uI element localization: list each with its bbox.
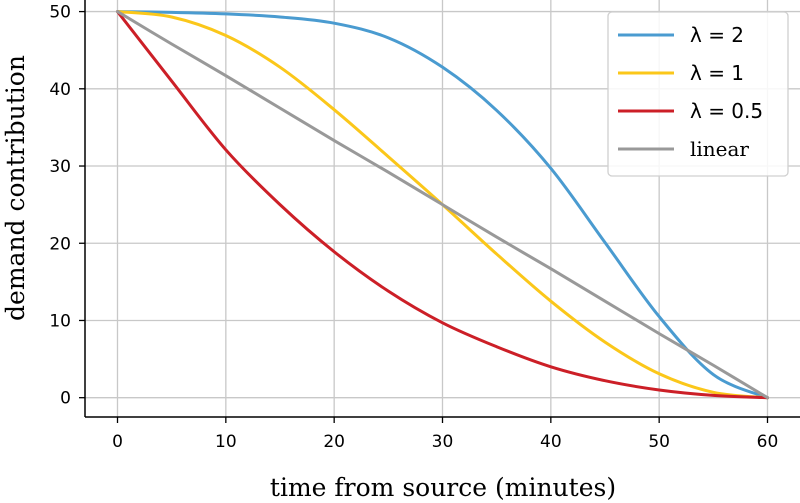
y-tick-label: 20 (49, 234, 71, 254)
y-axis-label: demand contribution (1, 55, 30, 321)
series-layer (116, 10, 769, 400)
x-axis-label: time from source (minutes) (270, 473, 616, 502)
series-line-2 (116, 10, 769, 400)
x-tick-label: 60 (757, 432, 779, 452)
x-tick-label: 10 (215, 432, 237, 452)
y-tick-label: 50 (49, 3, 71, 23)
x-tick-label: 0 (112, 432, 123, 452)
series-line-3 (116, 10, 769, 400)
ticks: 0 10 20 30 40 50 60 0 10 20 30 40 50 (49, 3, 778, 452)
x-tick-label: 50 (648, 432, 670, 452)
y-tick-label: 30 (49, 157, 71, 177)
legend: λ = 2 λ = 1 λ = 0.5 linear (607, 11, 789, 177)
x-tick-label: 40 (540, 432, 562, 452)
x-tick-label: 20 (323, 432, 345, 452)
legend-label-2: λ = 0.5 (690, 99, 763, 123)
series-line-0 (116, 10, 769, 400)
y-tick-label: 10 (49, 311, 71, 331)
legend-label-3: linear (690, 137, 749, 161)
legend-label-0: λ = 2 (690, 23, 744, 47)
legend-box (607, 11, 789, 177)
x-tick-label: 30 (432, 432, 454, 452)
y-tick-label: 0 (60, 389, 71, 409)
y-tick-label: 40 (49, 80, 71, 100)
legend-label-1: λ = 1 (690, 61, 744, 85)
